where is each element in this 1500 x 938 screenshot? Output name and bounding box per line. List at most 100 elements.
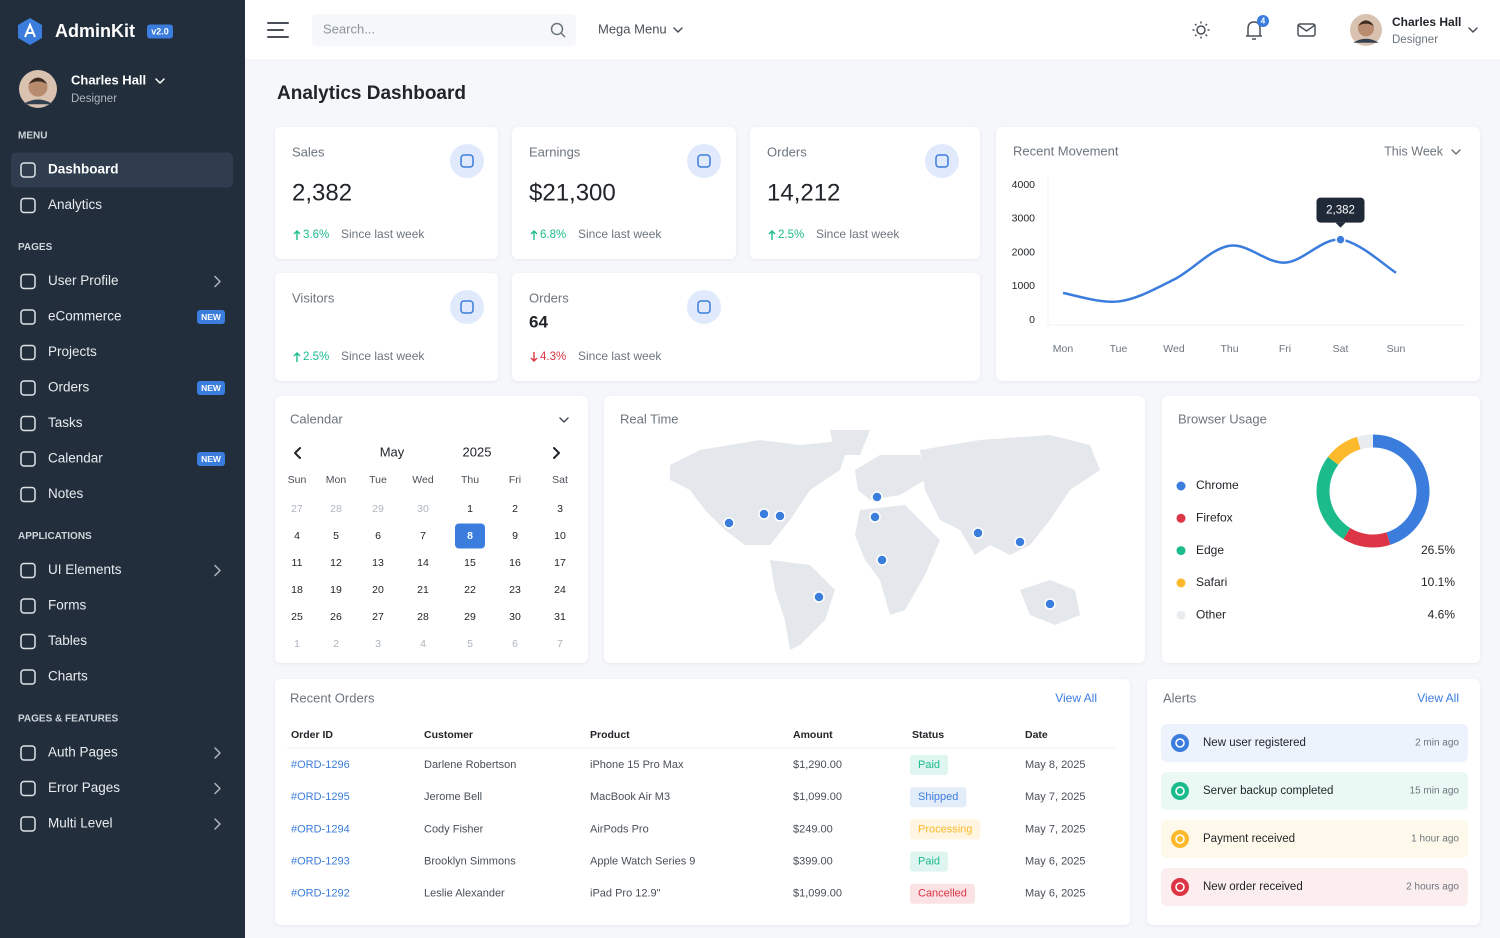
card xyxy=(1147,679,1480,925)
column-header: Date xyxy=(1025,729,1048,741)
calendar-day[interactable]: 20 xyxy=(372,584,384,596)
alert-time: 15 min ago xyxy=(1410,786,1460,797)
calendar-day[interactable]: 17 xyxy=(554,557,566,569)
calendar-day[interactable]: 28 xyxy=(330,503,342,515)
calendar-day[interactable]: 12 xyxy=(330,557,342,569)
search-icon xyxy=(550,22,564,36)
calendar-day[interactable]: 9 xyxy=(512,530,518,542)
calendar-day[interactable]: 3 xyxy=(375,638,381,650)
map-marker xyxy=(871,491,883,503)
card xyxy=(275,127,498,259)
calendar-year: 2025 xyxy=(463,444,492,459)
stat-title: Sales xyxy=(292,144,325,159)
chart-period[interactable]: This Week xyxy=(1384,144,1444,158)
calendar-day[interactable]: 2 xyxy=(333,638,339,650)
sidebar-item[interactable]: Charts xyxy=(20,669,88,685)
calendar-day[interactable]: 22 xyxy=(464,584,476,596)
sidebar-item[interactable]: Tables xyxy=(20,633,87,650)
calendar-day[interactable]: 18 xyxy=(291,584,303,596)
calendar-day[interactable]: 30 xyxy=(417,503,429,515)
x-tick-label: Wed xyxy=(1163,343,1185,355)
calendar-day[interactable]: 8 xyxy=(467,530,473,542)
calendar-day[interactable]: 19 xyxy=(330,584,342,596)
calendar-day[interactable]: 1 xyxy=(294,638,300,650)
calendar-day[interactable]: 28 xyxy=(417,611,429,623)
sidebar-item[interactable]: Analytics xyxy=(20,197,102,214)
calendar-day[interactable]: 14 xyxy=(417,557,429,569)
calendar-day[interactable]: 7 xyxy=(420,530,426,542)
calendar-day[interactable]: 3 xyxy=(557,503,563,515)
messages-icon[interactable] xyxy=(1297,23,1316,37)
calendar-day[interactable]: 25 xyxy=(291,611,303,623)
calendar-day[interactable]: 27 xyxy=(291,503,303,515)
calendar-day[interactable]: 29 xyxy=(372,503,384,515)
map-region xyxy=(770,560,835,650)
search-box[interactable] xyxy=(312,14,576,46)
calendar-day[interactable]: 7 xyxy=(557,638,563,650)
calendar-day[interactable]: 4 xyxy=(294,530,300,542)
chevron xyxy=(155,78,165,84)
calendar-day[interactable]: 5 xyxy=(333,530,339,542)
sidebar-item[interactable]: Calendar NEW xyxy=(20,451,225,467)
sidebar-item[interactable]: User Profile xyxy=(20,273,221,290)
order-id-link[interactable]: #ORD-1296 xyxy=(291,759,350,771)
calendar-day[interactable]: 10 xyxy=(554,530,566,542)
table-cell: MacBook Air M3 xyxy=(590,791,670,803)
sidebar-item[interactable]: Projects xyxy=(20,344,97,361)
sidebar-item[interactable]: Tasks xyxy=(20,415,83,432)
brand-logo xyxy=(18,18,42,45)
table-cell: Apple Watch Series 9 xyxy=(590,856,695,868)
calendar-day[interactable]: 30 xyxy=(509,611,521,623)
calendar-day[interactable]: 6 xyxy=(375,530,381,542)
calendar-day[interactable]: 5 xyxy=(467,638,473,650)
table-cell: $1,099.00 xyxy=(793,888,842,900)
notifications-icon[interactable] xyxy=(1246,21,1262,40)
sidebar-item[interactable]: Forms xyxy=(20,598,86,614)
calendar-day[interactable]: 27 xyxy=(372,611,384,623)
legend-label: Other xyxy=(1196,607,1226,621)
calendar-day[interactable]: 2 xyxy=(512,503,518,515)
avatar-hair xyxy=(1358,20,1374,26)
card xyxy=(1162,396,1480,663)
map-region xyxy=(855,455,925,500)
order-id-link[interactable]: #ORD-1292 xyxy=(291,888,350,900)
stat-icon-bg xyxy=(687,290,721,324)
calendar-day[interactable]: 16 xyxy=(509,557,521,569)
sidebar-item[interactable]: eCommerce NEW xyxy=(20,309,225,325)
sidebar-item[interactable]: Dashboard xyxy=(11,152,233,188)
sidebar-item[interactable]: UI Elements xyxy=(20,562,221,579)
calendar-day[interactable]: 29 xyxy=(464,611,476,623)
alert-time: 2 min ago xyxy=(1415,738,1459,749)
sidebar-item[interactable]: Error Pages xyxy=(20,780,221,797)
calendar-weekday: Wed xyxy=(412,474,434,486)
sidebar-item[interactable]: Multi Level xyxy=(20,816,221,832)
calendar-day[interactable]: 11 xyxy=(292,557,303,569)
legend-swatch xyxy=(1176,513,1186,523)
calendar-weekday: Sat xyxy=(552,474,568,486)
calendar-day[interactable]: 4 xyxy=(420,638,426,650)
calendar-day[interactable]: 24 xyxy=(554,584,566,596)
order-id-link[interactable]: #ORD-1295 xyxy=(291,791,350,803)
legend-label: Chrome xyxy=(1196,478,1239,492)
calendar-day[interactable]: 23 xyxy=(509,584,521,596)
calendar-day[interactable]: 13 xyxy=(372,557,384,569)
sidebar-item[interactable]: Auth Pages xyxy=(20,745,221,761)
calendar-day[interactable]: 26 xyxy=(330,611,342,623)
calendar-day[interactable]: 6 xyxy=(512,638,518,650)
mega-menu[interactable]: Mega Menu xyxy=(598,21,667,36)
order-id-link[interactable]: #ORD-1293 xyxy=(291,856,350,868)
calendar-day[interactable]: 15 xyxy=(464,557,476,569)
sidebar-item-label: Auth Pages xyxy=(48,745,118,760)
calendar-day[interactable]: 31 xyxy=(554,611,566,623)
calendar-weekday: Tue xyxy=(369,474,387,486)
calendar-day[interactable]: 21 xyxy=(417,584,429,596)
order-id-link[interactable]: #ORD-1294 xyxy=(291,823,350,835)
sidebar-item[interactable]: Orders NEW xyxy=(20,380,225,396)
view-all-link[interactable]: View All xyxy=(1417,691,1459,705)
sidebar-item[interactable]: Notes xyxy=(20,486,84,503)
sidebar-item-icon xyxy=(20,415,36,432)
stat-trend-arrow xyxy=(293,352,301,362)
x-tick-label: Mon xyxy=(1053,343,1074,355)
view-all-link[interactable]: View All xyxy=(1055,691,1097,705)
calendar-day[interactable]: 1 xyxy=(467,503,473,515)
